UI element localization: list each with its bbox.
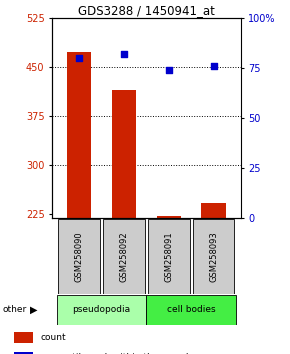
Bar xyxy=(112,90,136,218)
Text: count: count xyxy=(41,333,67,342)
Bar xyxy=(157,216,181,218)
Bar xyxy=(103,219,145,294)
Bar xyxy=(193,219,234,294)
Text: GSM258092: GSM258092 xyxy=(119,231,128,282)
Text: ▶: ▶ xyxy=(30,305,37,315)
Bar xyxy=(14,332,33,343)
Text: percentile rank within the sample: percentile rank within the sample xyxy=(41,353,194,354)
Bar xyxy=(202,203,226,218)
Text: other: other xyxy=(3,306,27,314)
Text: GSM258093: GSM258093 xyxy=(209,231,218,282)
Title: GDS3288 / 1450941_at: GDS3288 / 1450941_at xyxy=(78,4,215,17)
Bar xyxy=(148,219,190,294)
Bar xyxy=(14,352,33,354)
Point xyxy=(77,55,81,61)
Point xyxy=(211,63,216,69)
Text: pseudopodia: pseudopodia xyxy=(72,306,130,314)
Point xyxy=(122,51,126,57)
Bar xyxy=(57,295,146,325)
Text: GSM258090: GSM258090 xyxy=(75,231,84,282)
Bar xyxy=(67,52,91,218)
Text: cell bodies: cell bodies xyxy=(167,306,216,314)
Text: GSM258091: GSM258091 xyxy=(164,231,173,282)
Bar xyxy=(59,219,100,294)
Bar xyxy=(146,295,236,325)
Point xyxy=(166,67,171,73)
